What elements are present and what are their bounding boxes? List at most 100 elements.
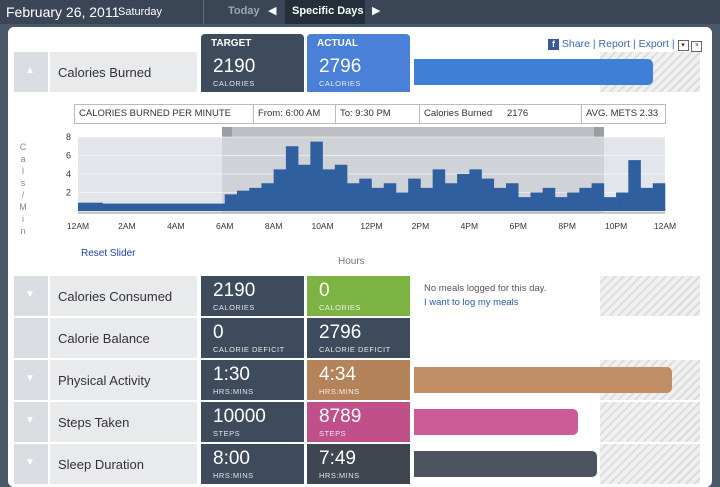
toggle [14,318,48,358]
target-value: 0 [213,322,224,343]
bar [224,194,238,211]
toggle-arrow: ▼ [25,457,35,468]
bar [200,203,213,211]
actual-unit: STEPS [319,429,347,438]
bar [481,178,495,211]
slider-handle-left[interactable] [222,127,232,137]
bar [530,192,544,211]
close-btn[interactable]: × [691,41,703,52]
collapse-btn[interactable]: ▾ [677,40,689,51]
toggle-arrow: ▼ [25,415,35,426]
bar [212,203,226,211]
bar [591,183,605,211]
bar [236,190,250,211]
note: No meals logged for this day. [424,283,547,294]
log-meals-link[interactable]: I want to log my meals [424,297,519,308]
bar [359,178,372,211]
x-axis-label: Hours [338,256,365,267]
chart: 2 4 6 8 12AM 2AM 4AM 6AM 8AM 10AM 12PM 2PM 4PM 6PM 8PM… [66,127,676,231]
bar [163,203,177,211]
mets: AVG. METS 2.33 [581,105,658,123]
tab-today[interactable]: Today [228,5,260,17]
actual-value: 4:34 [319,364,356,385]
target-box: 10000 STEPS [201,402,304,442]
bar [579,187,592,211]
progress-bar [414,367,673,393]
slider-handle-right[interactable] [594,127,604,137]
actual-box: 4:34 HRS:MINS [307,360,410,400]
bar [322,169,336,211]
target-value: 2190 [213,280,256,301]
bar [188,203,201,211]
stat-value: 2176 [507,108,529,119]
bar-track [600,402,700,442]
target-value: 2190 [213,56,256,77]
actual-value: 7:49 [319,448,356,469]
row-label: Calories Burned [50,52,197,92]
bar-track [600,276,700,316]
export-link[interactable]: Export [638,38,669,50]
bar [114,203,128,211]
bar [347,183,360,211]
row-label: Calorie Balance [50,318,197,358]
x-tick-label: 4AM [167,221,184,231]
prev-arrow[interactable]: ◀ [268,5,277,17]
report-link[interactable]: Report [598,38,631,50]
row-label: Steps Taken [50,402,197,442]
actual-header: ACTUAL [307,34,410,52]
target-value: 1:30 [213,364,250,385]
bar [420,187,433,211]
bar-track [600,444,700,484]
toggle-arrow: ▲ [25,65,35,76]
y-tick-label: 6 [66,151,71,161]
toggle-arrow: ▼ [25,373,35,384]
target-unit: HRS:MINS [213,387,254,396]
row-label: Physical Activity [50,360,197,400]
row-label: Calories Consumed [50,276,197,316]
x-tick-label: 10AM [311,221,333,231]
progress-bar [414,451,597,477]
actual-unit: CALORIES [319,79,361,88]
actual-value: 0 [319,280,330,301]
target-unit: STEPS [213,429,241,438]
divider [203,0,204,24]
y-tick-label: 2 [66,188,71,198]
bar [371,187,385,211]
bar [469,169,482,211]
progress-bar [414,409,579,435]
slider-bar[interactable] [222,127,604,137]
x-tick-label: 8PM [558,221,575,231]
target-unit: HRS:MINS [213,471,254,480]
actual-box: 2796 CALORIE DEFICIT [307,318,410,358]
tab-specific-days[interactable]: Specific Days [292,5,364,17]
bar [542,187,556,211]
date: February 26, 2011 [6,4,120,20]
next-arrow[interactable]: ▶ [372,5,381,17]
bar [518,197,531,211]
reset-slider[interactable]: Reset Slider [81,248,136,259]
target-box: 0 CALORIE DEFICIT [201,318,304,358]
share-link[interactable]: Share [561,38,590,50]
x-tick-label: 12AM [654,221,676,231]
bar [334,164,348,211]
bar [493,187,507,211]
chart-info: CALORIES BURNED PER MINUTE From: 6:00 AM… [74,104,666,124]
target-box: 1:30 HRS:MINS [201,360,304,400]
x-tick-label: 10PM [605,221,627,231]
bar [383,183,397,211]
bar [457,174,470,211]
y-axis-label: Cals/Min [18,142,28,238]
target-box: 8:00 HRS:MINS [201,444,304,484]
bar [126,203,140,211]
actual-value: 2796 [319,56,362,77]
row-label: Sleep Duration [50,444,197,484]
progress-bar [414,59,653,85]
from: From: 6:00 AM [253,105,320,123]
x-tick-label: 2AM [118,221,135,231]
target-box: 2190 CALORIES [201,52,304,92]
x-tick-label: 6AM [216,221,233,231]
chart-title: CALORIES BURNED PER MINUTE [79,108,232,119]
bar [151,203,164,211]
actual-box: 7:49 HRS:MINS [307,444,410,484]
